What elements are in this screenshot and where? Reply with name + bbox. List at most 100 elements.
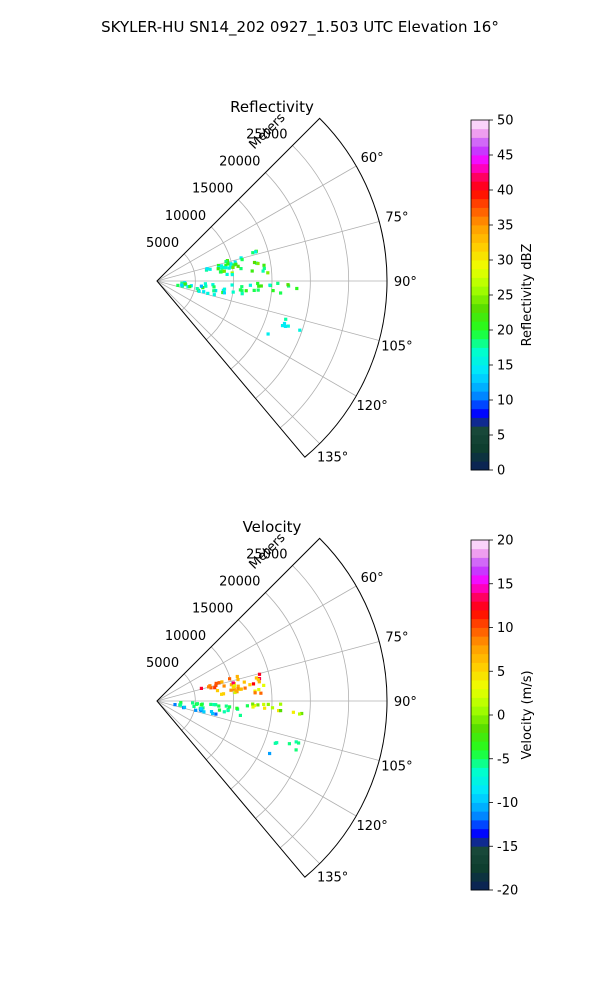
- azimuth-tick-label: 75°: [385, 211, 408, 226]
- colorbar: -20 -15 -10 -5 0 5 10 15 20 Velocity (m/s): [470, 534, 535, 899]
- azimuth-tick-label: 105°: [381, 759, 412, 774]
- echo-gate: [256, 288, 260, 292]
- echo-gate: [224, 260, 228, 264]
- echo-gate: [209, 702, 213, 706]
- colorbar-step: [471, 697, 489, 707]
- echo-gate: [253, 689, 257, 693]
- echo-gate: [262, 683, 266, 687]
- colorbar-step: [471, 688, 489, 698]
- colorbar: 0 5 10 15 20 25 30 35 40 45 50 Reflectivity dBZ: [470, 114, 535, 479]
- echo-gate: [178, 703, 182, 707]
- colorbar-step: [471, 758, 489, 768]
- range-tick-label: 15000: [192, 182, 233, 197]
- echo-gate: [192, 704, 196, 708]
- echo-gate: [298, 712, 302, 716]
- echo-gate: [266, 702, 270, 706]
- echo-gate: [214, 683, 218, 687]
- echo-gate: [222, 269, 226, 273]
- echo-gate: [232, 687, 236, 691]
- echo-gate: [262, 266, 266, 270]
- azimuth-tick-label: 105°: [381, 339, 412, 354]
- echo-gate: [276, 281, 280, 285]
- echo-gate: [254, 676, 258, 680]
- echo-gate: [228, 705, 232, 709]
- echo-gate: [268, 751, 272, 756]
- colorbar-step: [471, 548, 489, 558]
- echo-gate: [295, 286, 299, 291]
- colorbar-step: [471, 610, 489, 620]
- colorbar-step: [471, 671, 489, 681]
- echo-gate: [259, 284, 263, 288]
- echo-gate: [212, 285, 216, 289]
- azimuth-gridline: [156, 700, 357, 817]
- colorbar-step: [471, 242, 489, 252]
- colorbar-step: [471, 155, 489, 165]
- echo-gate: [225, 272, 229, 276]
- echo-gate: [294, 740, 298, 744]
- echo-gate: [220, 267, 224, 271]
- range-tick-label: 10000: [165, 209, 206, 224]
- echo-gate: [212, 293, 216, 297]
- colorbar-step: [471, 146, 489, 156]
- echo-gate: [240, 258, 244, 262]
- echo-gate: [203, 282, 207, 286]
- colorbar-step: [471, 636, 489, 646]
- range-tick-label: 20000: [219, 155, 260, 170]
- echo-gate: [224, 263, 228, 267]
- colorbar-step: [471, 461, 489, 471]
- azimuth-tick-label: 60°: [361, 571, 384, 586]
- echo-gate: [238, 713, 242, 717]
- colorbar-step: [471, 575, 489, 585]
- range-gridline: [279, 145, 350, 429]
- colorbar-tick-label: 5: [497, 665, 505, 680]
- echo-gate: [254, 250, 258, 254]
- azimuth-gridline: [156, 641, 380, 702]
- echo-gate: [236, 264, 240, 268]
- echo-gate: [222, 291, 226, 295]
- colorbar-step: [471, 557, 489, 567]
- echo-gate: [208, 684, 212, 688]
- colorbar-step: [471, 855, 489, 865]
- echo-gate: [286, 283, 290, 287]
- echo-gate: [230, 283, 234, 287]
- echo-gate: [251, 682, 256, 686]
- colorbar-label: Velocity (m/s): [520, 670, 535, 759]
- range-gridline: [181, 673, 196, 731]
- echo-gate: [259, 691, 263, 695]
- azimuth-tick-label: 120°: [356, 819, 387, 834]
- colorbar-step: [471, 846, 489, 856]
- colorbar-tick-label: 10: [497, 394, 514, 409]
- colorbar-step: [471, 286, 489, 296]
- echo-gate: [279, 709, 283, 713]
- colorbar-step: [471, 382, 489, 392]
- colorbar-tick-label: 30: [497, 254, 514, 269]
- echo-gate: [219, 270, 223, 274]
- colorbar-tick-label: 5: [497, 429, 505, 444]
- colorbar-step: [471, 802, 489, 812]
- echo-gate: [257, 680, 261, 684]
- colorbar-step: [471, 260, 489, 270]
- echo-gate: [263, 706, 267, 710]
- range-tick-label: 25000: [246, 547, 287, 562]
- colorbar-step: [471, 163, 489, 173]
- panel-title: Reflectivity: [230, 98, 314, 116]
- colorbar-step: [471, 767, 489, 777]
- echo-gate: [235, 706, 239, 710]
- azimuth-gridline: [156, 280, 380, 341]
- colorbar-step: [471, 190, 489, 200]
- echo-gate: [275, 741, 279, 745]
- echo-gate: [224, 266, 228, 270]
- colorbar-tick-label: 10: [497, 621, 514, 636]
- echo-gate: [257, 672, 262, 676]
- panel-title: Velocity: [243, 518, 302, 536]
- colorbar-step: [471, 181, 489, 191]
- echo-gate: [253, 691, 257, 695]
- echo-gate: [209, 686, 213, 690]
- colorbar-step: [471, 251, 489, 261]
- echo-gate: [180, 281, 184, 285]
- echo-gate: [214, 703, 218, 707]
- echo-gate: [214, 681, 218, 685]
- colorbar-step: [471, 601, 489, 611]
- echo-gate: [251, 702, 255, 706]
- colorbar-step: [471, 452, 489, 462]
